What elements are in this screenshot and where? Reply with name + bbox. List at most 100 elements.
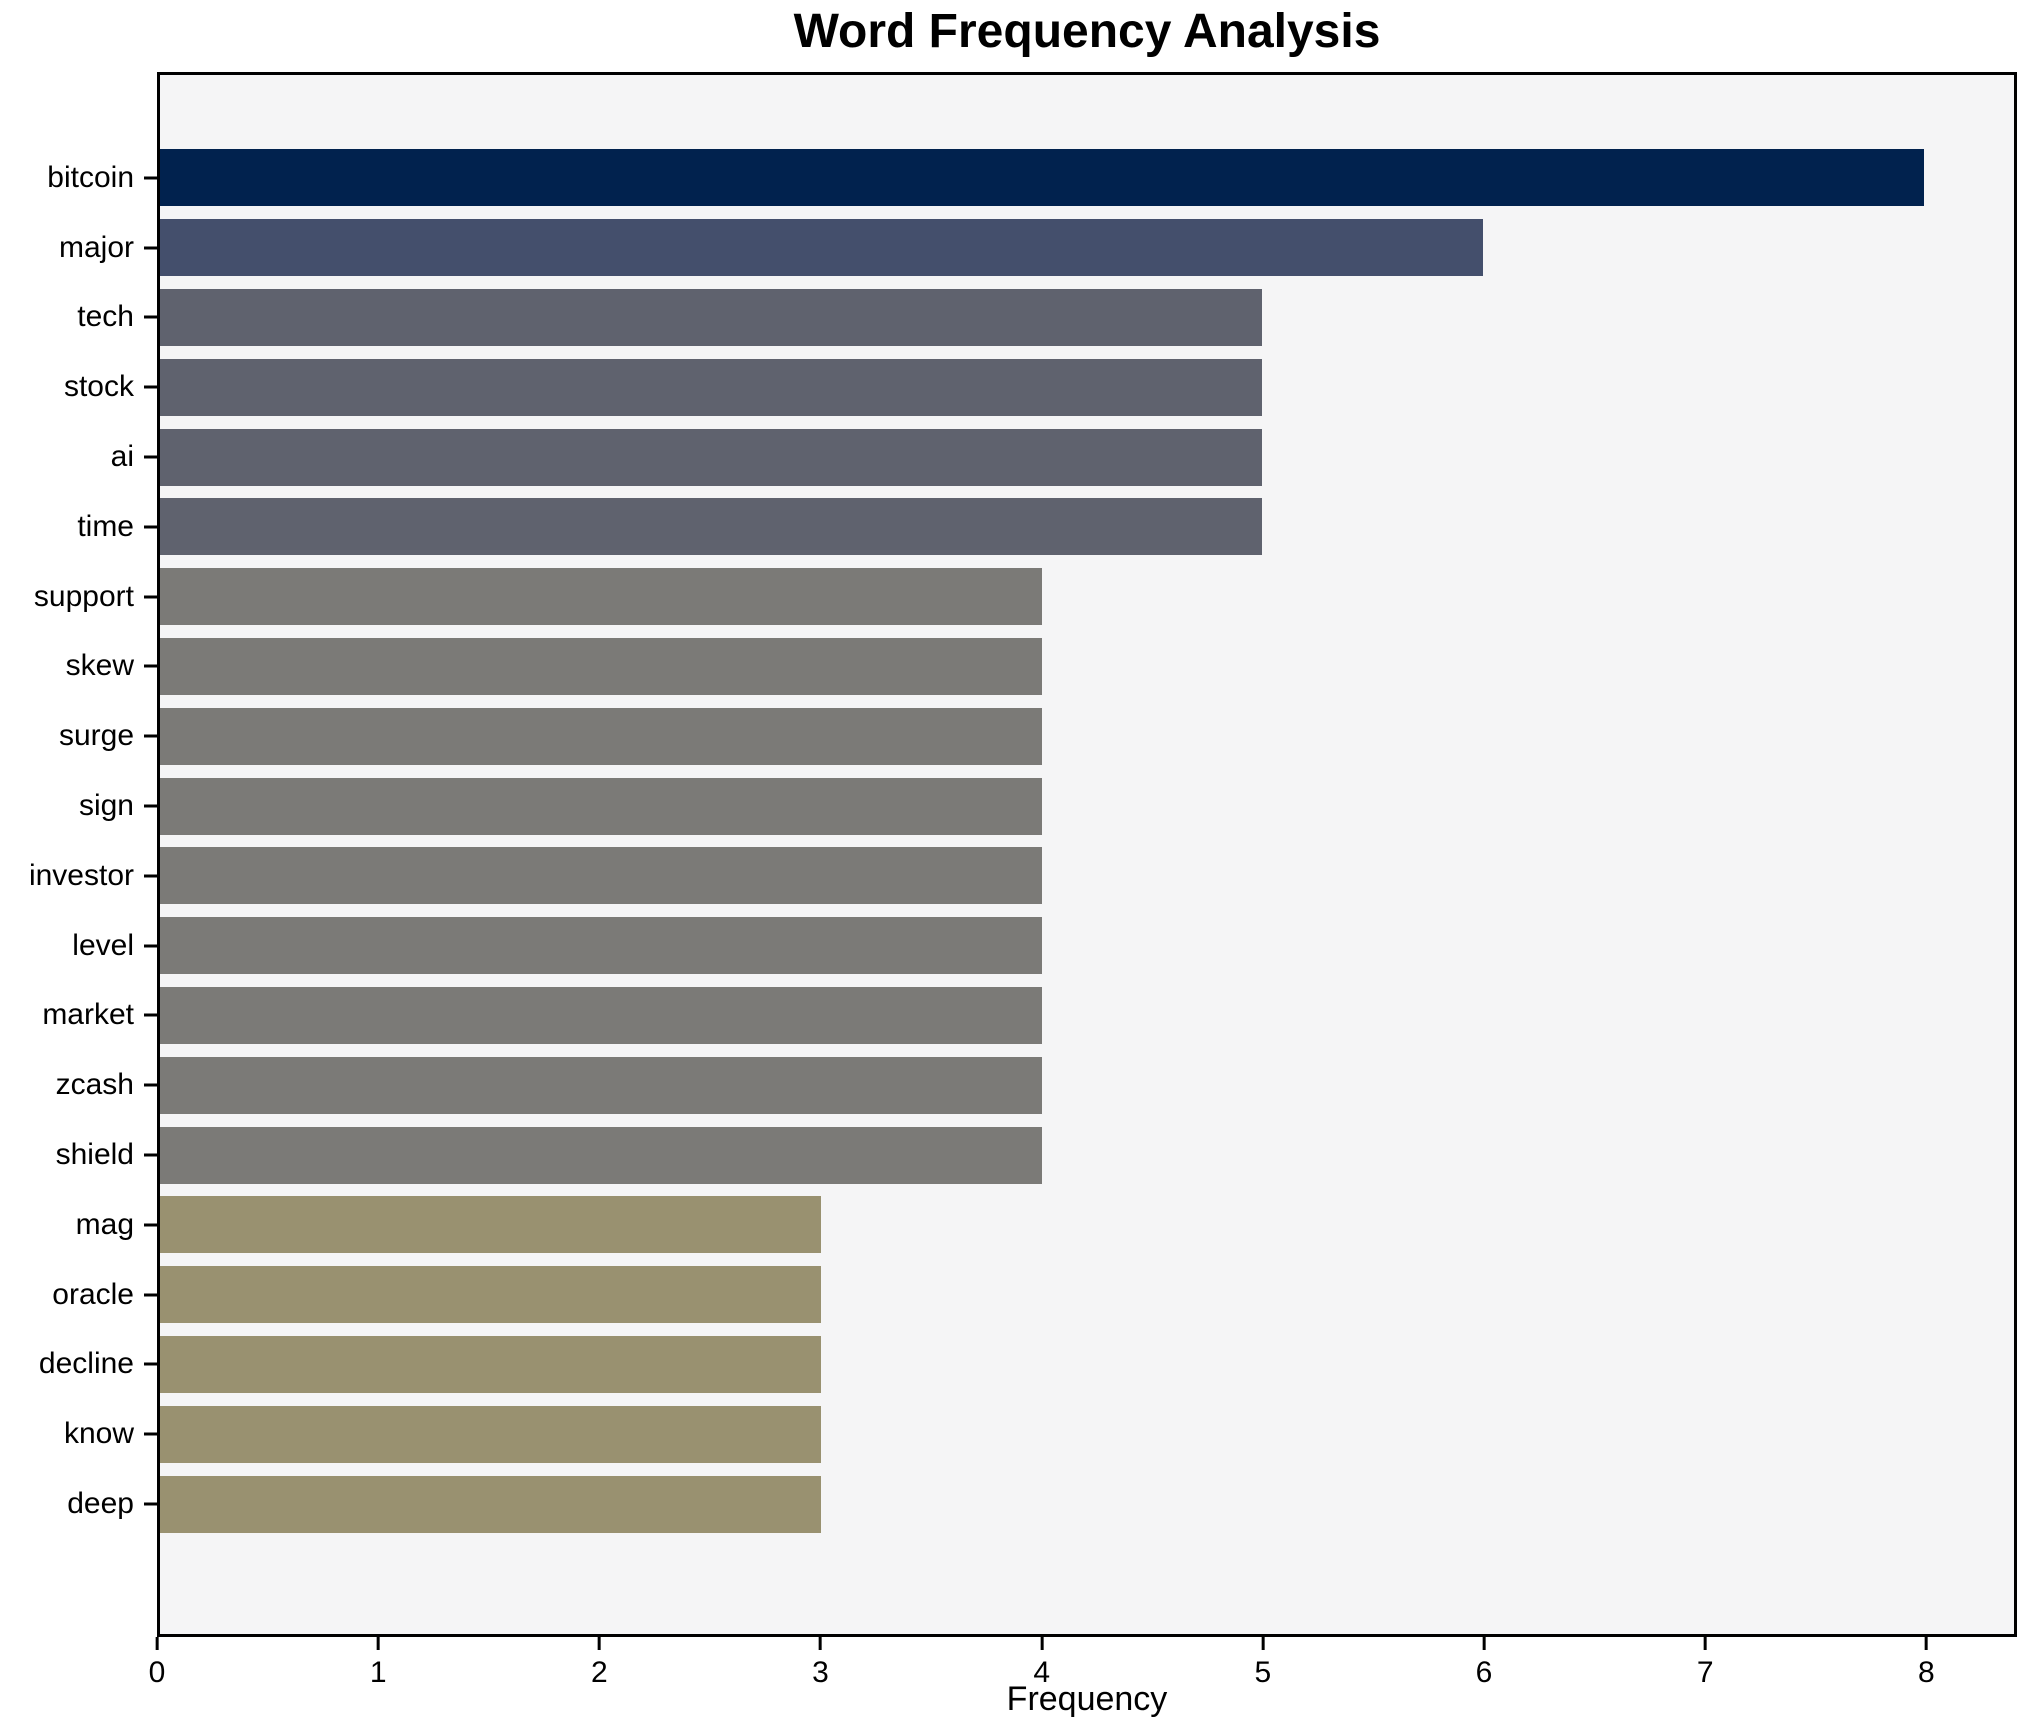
y-axis-tick xyxy=(144,1153,157,1157)
x-tick-label: 5 xyxy=(1254,1656,1272,1689)
bar-know xyxy=(160,1405,822,1463)
x-tick-label: 7 xyxy=(1696,1656,1714,1689)
bar-row: decline xyxy=(39,1330,2014,1400)
bar-time xyxy=(160,498,1263,556)
bar-support xyxy=(160,568,1042,626)
bar-bitcoin xyxy=(160,149,1924,207)
y-axis-tick xyxy=(144,1223,157,1227)
y-tick-label: support xyxy=(33,579,134,613)
bar-row: mag xyxy=(76,1190,2014,1260)
x-tick-mark xyxy=(155,1637,159,1650)
bar-row: market xyxy=(42,981,2014,1051)
y-tick-label: deep xyxy=(67,1487,134,1521)
y-axis-tick xyxy=(144,1432,157,1436)
bar-row: bitcoin xyxy=(47,143,2014,213)
x-axis-tick: 3 xyxy=(812,1637,829,1688)
y-tick-label: ai xyxy=(110,440,134,474)
y-tick-label: decline xyxy=(38,1347,134,1381)
y-tick-label: bitcoin xyxy=(47,160,134,194)
x-tick-label: 4 xyxy=(1033,1656,1050,1689)
bars-container: bitcoin major tech stock ai time support skew su… xyxy=(29,75,2014,1634)
y-axis-tick xyxy=(144,1293,157,1297)
bar-row: ai xyxy=(111,422,2014,492)
y-tick-label: surge xyxy=(58,719,134,753)
bar-row: oracle xyxy=(52,1260,2014,1330)
x-tick-mark xyxy=(818,1637,822,1650)
x-axis-tick: 6 xyxy=(1475,1637,1493,1689)
x-tick-label: 2 xyxy=(590,1656,608,1689)
bar-stock xyxy=(160,358,1263,416)
bar-row: surge xyxy=(59,701,2014,771)
y-axis-tick xyxy=(144,315,157,319)
y-axis-tick xyxy=(144,804,157,808)
x-tick-label: 6 xyxy=(1475,1656,1493,1689)
y-tick-label: sign xyxy=(78,789,134,823)
bar-row: skew xyxy=(66,632,2014,702)
plot-area: bitcoin major tech stock ai time support skew su… xyxy=(29,72,2017,1637)
x-axis-tick: 4 xyxy=(1033,1637,1050,1688)
bar-row: major xyxy=(59,213,2014,283)
bar-zcash xyxy=(160,1056,1042,1114)
bar-row: deep xyxy=(67,1469,2014,1539)
x-tick-mark xyxy=(376,1637,380,1650)
y-axis-tick xyxy=(144,874,157,878)
y-axis-tick xyxy=(144,455,157,459)
y-tick-label: major xyxy=(58,230,134,264)
bar-decline xyxy=(160,1335,822,1393)
x-tick-mark xyxy=(1261,1637,1265,1650)
bar-major xyxy=(160,219,1483,277)
x-axis-tick: 1 xyxy=(370,1637,387,1688)
y-tick-label: skew xyxy=(65,649,134,683)
y-axis-tick xyxy=(144,734,157,738)
y-tick-label: mag xyxy=(75,1207,134,1241)
x-tick-mark xyxy=(1040,1637,1044,1650)
bar-surge xyxy=(160,707,1042,765)
x-tick-label: 3 xyxy=(812,1656,829,1689)
x-tick-mark xyxy=(597,1637,601,1650)
x-tick-label: 1 xyxy=(369,1656,387,1689)
bar-row: sign xyxy=(79,771,2014,841)
y-axis-tick xyxy=(144,176,157,180)
y-axis-tick xyxy=(144,1083,157,1087)
y-axis-tick xyxy=(144,595,157,599)
bar-row: tech xyxy=(77,283,2014,353)
bar-level xyxy=(160,917,1042,975)
bar-row: zcash xyxy=(56,1050,2014,1120)
bar-row: know xyxy=(64,1399,2014,1469)
x-tick-label: 8 xyxy=(1917,1656,1935,1689)
x-axis-tick: 5 xyxy=(1254,1637,1271,1688)
y-tick-label: tech xyxy=(77,300,134,334)
y-axis-tick xyxy=(144,385,157,389)
bar-market xyxy=(160,986,1042,1044)
x-tick-mark xyxy=(1482,1637,1486,1650)
y-axis-tick xyxy=(144,525,157,529)
y-tick-label: oracle xyxy=(52,1277,134,1311)
bar-row: investor xyxy=(29,841,2014,911)
y-axis-tick xyxy=(144,1013,157,1017)
y-tick-label: know xyxy=(63,1417,134,1451)
bar-row: support xyxy=(34,562,2014,632)
y-tick-label: shield xyxy=(55,1138,134,1172)
x-axis: 0 1 2 3 4 5 6 7 8 xyxy=(149,1637,2017,1701)
bar-row: stock xyxy=(64,352,2014,422)
bar-tech xyxy=(160,288,1263,346)
bar-row: time xyxy=(77,492,2014,562)
bar-shield xyxy=(160,1126,1042,1184)
y-tick-label: zcash xyxy=(55,1068,134,1102)
y-axis-tick xyxy=(144,1362,157,1366)
bar-skew xyxy=(160,637,1042,695)
y-tick-label: investor xyxy=(28,858,134,892)
x-tick-label: 0 xyxy=(148,1656,166,1689)
x-axis-tick: 7 xyxy=(1697,1637,1714,1688)
x-axis-tick: 8 xyxy=(1918,1637,1935,1688)
bar-row: shield xyxy=(56,1120,2014,1190)
x-axis-tick: 0 xyxy=(148,1637,166,1689)
chart-title: Word Frequency Analysis xyxy=(793,5,1381,58)
y-tick-label: stock xyxy=(63,370,134,404)
y-tick-label: market xyxy=(42,998,134,1032)
x-tick-mark xyxy=(1924,1637,1928,1650)
bar-row: level xyxy=(72,911,2014,981)
bar-oracle xyxy=(160,1266,822,1324)
x-tick-mark xyxy=(1703,1637,1707,1650)
